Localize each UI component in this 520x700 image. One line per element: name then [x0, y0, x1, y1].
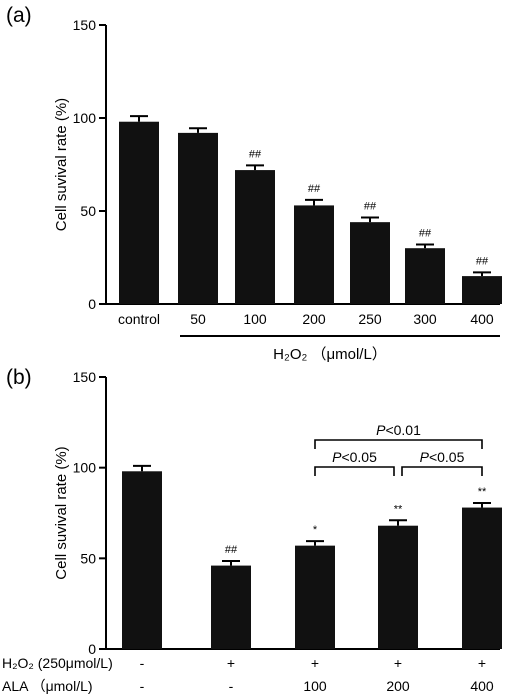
p-threshold: <0.05: [429, 449, 465, 465]
comparison-label: P<0.05: [332, 449, 377, 465]
bar: [211, 565, 251, 649]
condition-value: +: [311, 655, 319, 671]
bar: [462, 276, 502, 304]
panel-label: (b): [6, 366, 32, 389]
y-tick-label: 100: [73, 110, 97, 126]
significance-mark: ##: [364, 201, 377, 213]
panel-a: (a) Cell suvival rate (%) 0 50 100 150 control…: [6, 4, 502, 363]
bar: [235, 170, 275, 304]
category-label: 50: [190, 311, 206, 327]
bar: [462, 507, 502, 649]
condition-value: 200: [386, 678, 410, 694]
y-axis-label: Cell suvival rate (%): [53, 446, 70, 579]
group-label: H₂O₂ （μmol/L）: [273, 346, 387, 363]
panel-b: (b)Cell suvival rate (%)050100150##*****…: [2, 366, 502, 694]
y-axis-label: Cell suvival rate (%): [53, 98, 70, 231]
category-label: 400: [470, 311, 494, 327]
p-symbol: P: [376, 422, 386, 438]
bar: [405, 248, 445, 304]
comparison-label: P<0.05: [420, 449, 465, 465]
category-label: 100: [243, 311, 267, 327]
bar: [295, 545, 335, 649]
condition-value: -: [140, 678, 145, 694]
significance-mark: ##: [419, 227, 432, 239]
y-tick-label: 150: [73, 17, 97, 33]
significance-mark: ##: [476, 255, 489, 267]
category-label: 300: [413, 311, 437, 327]
significance-mark: ##: [308, 183, 321, 195]
p-threshold: <0.05: [341, 449, 377, 465]
condition-row-label: ALA （μmol/L): [2, 678, 93, 694]
category-label: control: [118, 311, 160, 327]
panel-label: (a): [6, 4, 32, 27]
bar: [119, 121, 159, 304]
y-tick-label: 50: [80, 550, 96, 566]
y-tick-label: 0: [88, 296, 96, 312]
bar: [122, 471, 162, 649]
comparison-bracket: [314, 439, 483, 449]
y-tick-label: 150: [73, 369, 97, 385]
condition-value: 400: [470, 678, 494, 694]
y-tick-label: 100: [73, 460, 97, 476]
significance-mark: ##: [249, 148, 262, 160]
category-label: 250: [358, 311, 382, 327]
condition-value: 100: [303, 678, 327, 694]
comparison-bracket: [401, 466, 483, 476]
category-label: 200: [302, 311, 326, 327]
p-symbol: P: [420, 449, 430, 465]
p-symbol: P: [332, 449, 342, 465]
condition-value: +: [394, 655, 402, 671]
bar: [378, 525, 418, 649]
significance-mark: *: [313, 524, 318, 536]
condition-value: -: [229, 678, 234, 694]
comparison-label: P<0.01: [376, 422, 421, 438]
condition-value: +: [478, 655, 486, 671]
y-tick-label: 50: [80, 203, 96, 219]
bar: [294, 205, 334, 304]
y-tick-label: 0: [88, 641, 96, 657]
condition-value: +: [227, 655, 235, 671]
bar: [350, 222, 390, 304]
significance-mark: **: [394, 503, 403, 515]
p-threshold: <0.01: [385, 422, 421, 438]
significance-mark: ##: [225, 544, 238, 556]
significance-mark: **: [478, 486, 487, 498]
condition-row-label: H₂O₂ (250μmol/L): [2, 655, 113, 671]
bar: [178, 132, 218, 304]
condition-value: -: [140, 655, 145, 671]
comparison-bracket: [314, 466, 395, 476]
